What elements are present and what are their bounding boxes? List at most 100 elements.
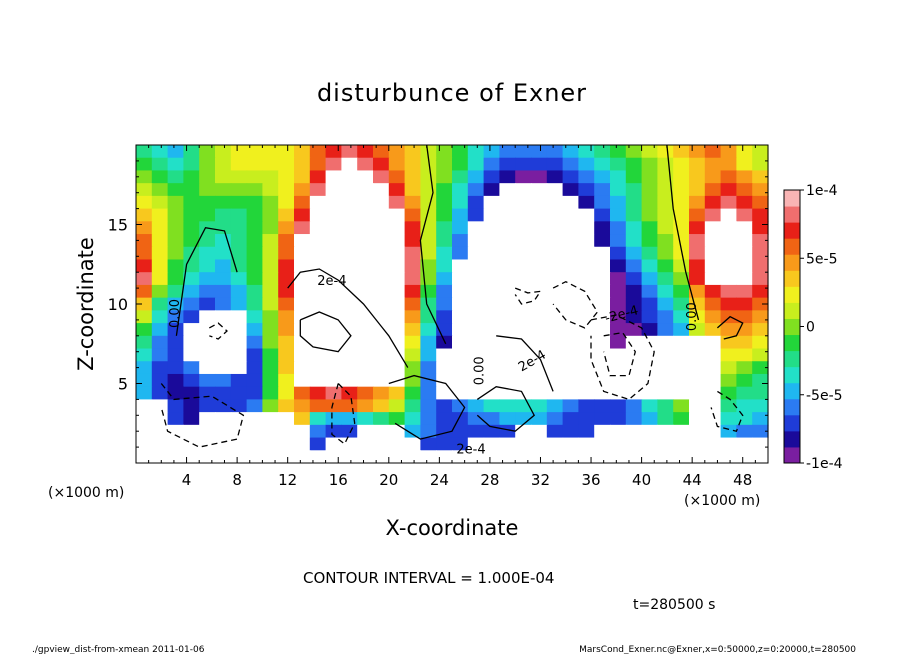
x-tick-label: 36 [581,471,600,489]
heatmap-cell [278,272,295,286]
heatmap-cell [610,246,627,261]
heatmap-cell [641,348,658,362]
x-tick-label: 8 [232,471,242,489]
heatmap-cell [689,361,706,375]
heatmap-cell [673,183,690,197]
heatmap-cell [294,424,311,439]
heatmap-cell [704,323,722,337]
heatmap-cell [404,450,421,464]
heatmap-cell [720,323,737,337]
heatmap-cell [373,183,390,197]
heatmap-cell [736,424,753,439]
heatmap-cell [531,157,548,172]
heatmap-cell [562,399,579,413]
heatmap-cell [199,284,216,299]
heatmap-cell [467,310,485,324]
heatmap-cell [752,297,769,311]
heatmap-cell [325,170,342,184]
heatmap-cell [546,208,564,222]
heatmap-cell [752,323,769,337]
heatmap-cell [467,284,485,299]
heatmap-cell [546,284,564,299]
heatmap-cell [704,297,722,311]
heatmap-cell [404,170,421,184]
heatmap-cell [278,221,295,235]
heatmap-cell [404,145,421,159]
heatmap-cell [625,335,643,350]
heatmap-cell [673,348,690,362]
heatmap-cell [546,259,564,273]
heatmap-cell [641,424,658,439]
heatmap-cell [309,195,327,210]
heatmap-cell [246,450,263,464]
heatmap-cell [467,297,485,311]
heatmap-cell [136,157,153,172]
heatmap-cell [720,412,737,426]
heatmap-cell [183,272,200,286]
heatmap-cell [594,348,611,362]
heatmap-cell [578,424,595,439]
heatmap-cell [752,373,769,388]
heatmap-cell [452,399,469,413]
heatmap-cell [641,373,658,388]
heatmap-cell [388,272,406,286]
heatmap-cell [357,234,374,248]
heatmap-cell [294,386,311,400]
heatmap-cell [136,259,153,273]
heatmap-cell [625,272,643,286]
heatmap-cell [404,297,421,311]
heatmap-cell [151,234,169,248]
heatmap-cell [499,373,516,388]
heatmap-cell [483,335,500,350]
heatmap-cell [357,437,374,451]
heatmap-cell [452,361,469,375]
heatmap-cell [325,259,342,273]
heatmap-cell [562,450,579,464]
heatmap-cell [610,284,627,299]
heatmap-cell [341,297,358,311]
heatmap-cell [262,386,279,400]
heatmap-cell [420,183,437,197]
heatmap-cell [404,157,421,172]
heatmap-cell [736,386,753,400]
heatmap-cell [704,195,722,210]
heatmap-cell [704,284,722,299]
heatmap-cell [151,157,169,172]
heatmap-cell [278,399,295,413]
heatmap-cell [625,450,643,464]
x-tick-label: 20 [379,471,398,489]
heatmap-cell [610,310,627,324]
heatmap-cell [246,221,263,235]
heatmap-cell [215,399,232,413]
heatmap-cell [341,234,358,248]
heatmap-cell [483,373,500,388]
heatmap-cell [657,386,674,400]
heatmap-cell [341,221,358,235]
heatmap-cell [531,373,548,388]
x-tick-label: 40 [632,471,651,489]
contour-line [710,390,744,432]
heatmap-cell [625,437,643,451]
heatmap-cell [689,386,706,400]
heatmap-cell [373,373,390,388]
heatmap-cell [341,323,358,337]
heatmap-cell [467,348,485,362]
heatmap-cell [689,450,706,464]
heatmap-cell [199,361,216,375]
heatmap-cell [278,195,295,210]
heatmap-cell [136,170,153,184]
heatmap-cell [704,145,722,159]
heatmap-cell [199,310,216,324]
colorbar-swatch [784,270,800,287]
heatmap-cell [215,310,232,324]
heatmap-cell [215,170,232,184]
heatmap-cell [167,373,184,388]
colorbar-tick-label: 1e-4 [806,183,838,199]
heatmap-cell [720,208,737,222]
heatmap-cell [420,323,437,337]
heatmap-cell [294,310,311,324]
heatmap-cell [467,272,485,286]
heatmap-cell [151,183,169,197]
contour-label: 0.00 [168,299,183,328]
heatmap-cell [278,145,295,159]
